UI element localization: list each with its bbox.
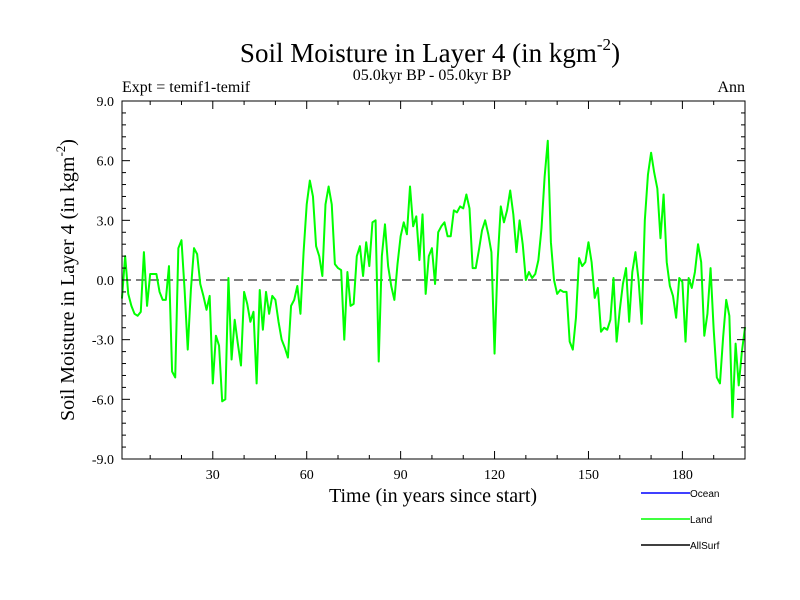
legend-label-allsurf: AllSurf xyxy=(690,541,720,552)
legend-label-ocean: Ocean xyxy=(690,489,719,500)
legend: Ocean Land AllSurf xyxy=(641,489,720,552)
subtitle-left: Expt = temif1-temif xyxy=(122,79,251,96)
y-tick-label: 6.0 xyxy=(97,155,115,170)
x-tick-label: 120 xyxy=(484,468,505,483)
subtitle-right: Ann xyxy=(717,79,745,96)
y-axis-label-close: ) xyxy=(57,139,79,146)
chart-title-close: ) xyxy=(611,38,620,68)
y-axis-label-main: Soil Moisture in Layer 4 (in kgm xyxy=(57,156,79,421)
y-tick-label: -9.0 xyxy=(92,453,114,468)
series-line-land xyxy=(121,139,746,419)
y-tick-label: 0.0 xyxy=(97,274,115,289)
legend-label-land: Land xyxy=(690,515,712,526)
chart-title: Soil Moisture in Layer 4 (in kgm-2) xyxy=(240,35,620,68)
y-tick-label: 3.0 xyxy=(97,214,115,229)
y-axis-label: Soil Moisture in Layer 4 (in kgm-2) xyxy=(53,139,79,421)
tick-group xyxy=(122,100,746,460)
y-axis-label-sup: -2 xyxy=(53,146,68,157)
series-group xyxy=(121,139,746,419)
chart-title-main: Soil Moisture in Layer 4 (in kgm xyxy=(240,38,597,68)
y-tick-labels: -9.0 -6.0 -3.0 0.0 3.0 6.0 9.0 xyxy=(92,95,114,468)
x-tick-label: 150 xyxy=(578,468,599,483)
x-tick-label: 60 xyxy=(300,468,314,483)
subtitle-center: 05.0kyr BP - 05.0kyr BP xyxy=(353,67,512,84)
y-tick-label: 9.0 xyxy=(97,95,115,110)
y-tick-label: -6.0 xyxy=(92,393,114,408)
x-axis-label: Time (in years since start) xyxy=(329,485,537,507)
y-tick-label: -3.0 xyxy=(92,334,114,349)
x-tick-label: 90 xyxy=(394,468,408,483)
chart-title-sup: -2 xyxy=(597,35,611,54)
x-tick-labels: 30 60 90 120 150 180 xyxy=(206,468,693,483)
x-tick-label: 30 xyxy=(206,468,220,483)
x-tick-label: 180 xyxy=(672,468,693,483)
